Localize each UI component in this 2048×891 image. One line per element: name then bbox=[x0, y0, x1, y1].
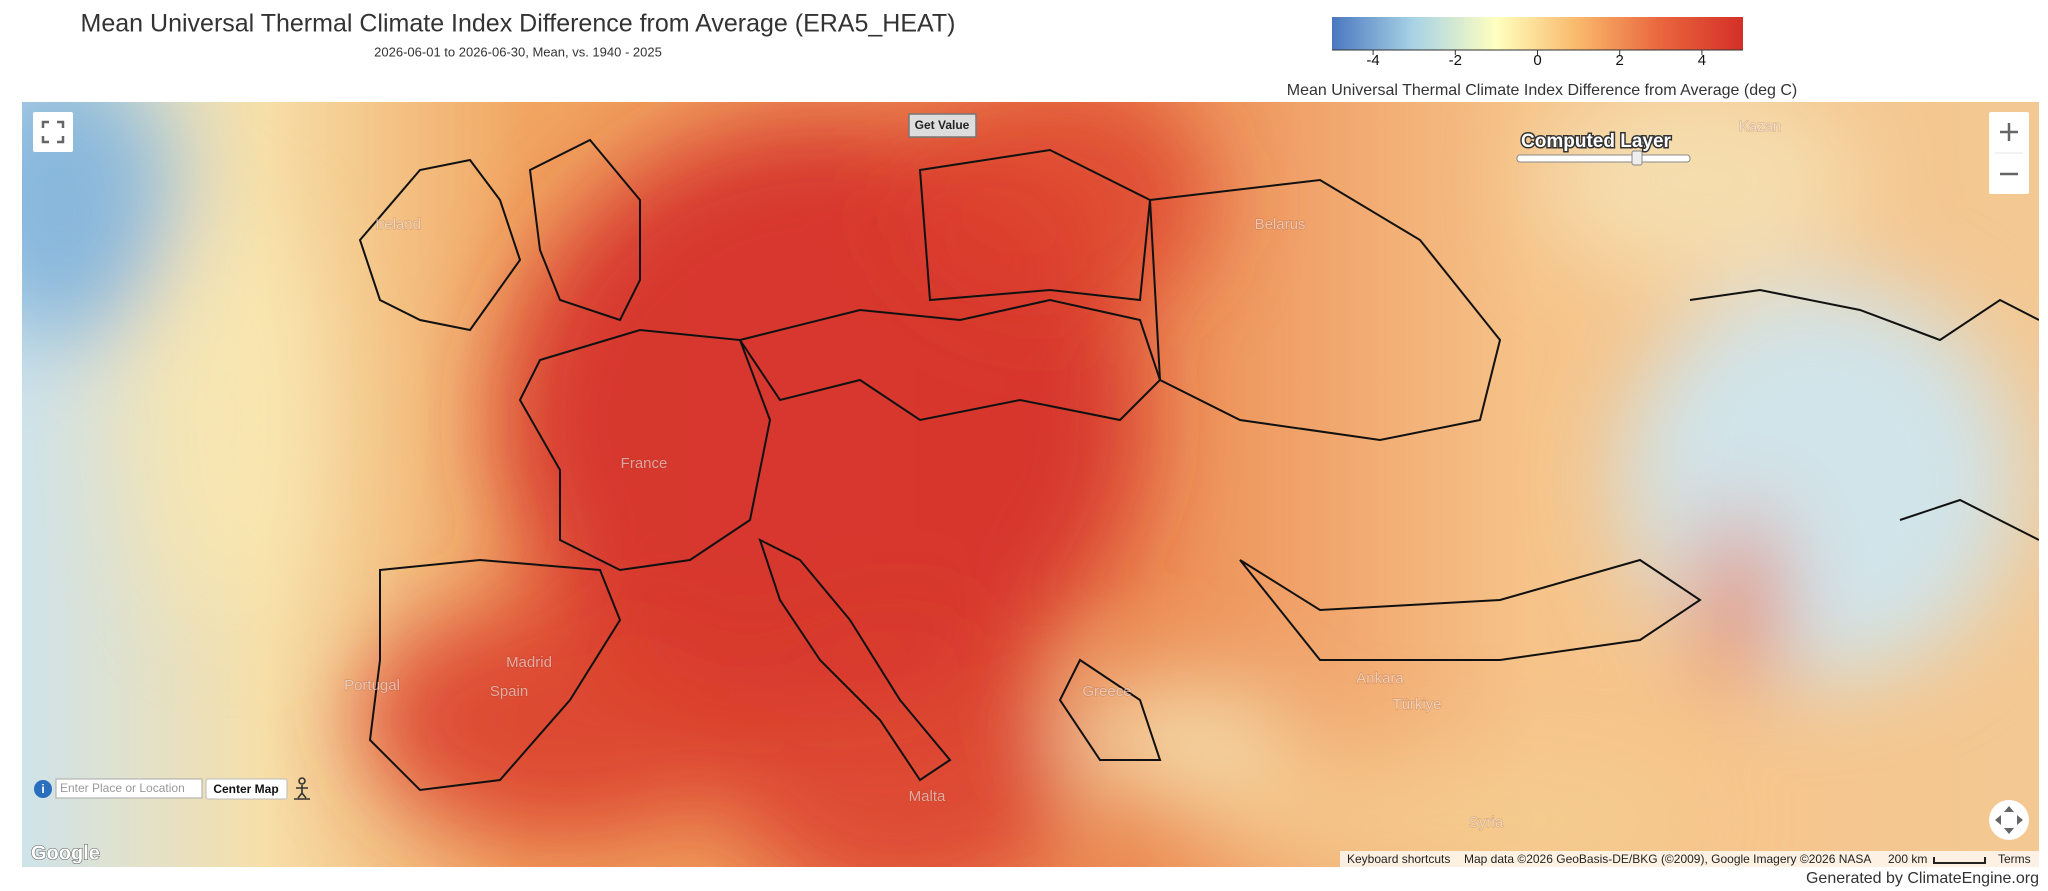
map-subtitle: 2026-06-01 to 2026-06-30, Mean, vs. 1940… bbox=[374, 44, 662, 59]
place-label: Ireland bbox=[375, 216, 421, 233]
fullscreen-button[interactable] bbox=[33, 112, 73, 152]
pegman[interactable] bbox=[294, 777, 310, 800]
place-label: Madrid bbox=[506, 654, 552, 671]
place-label: Türkiye bbox=[1392, 696, 1441, 713]
colorbar-label: Mean Universal Thermal Climate Index Dif… bbox=[1287, 82, 1797, 99]
get-value-button[interactable]: Get Value bbox=[908, 113, 977, 138]
footer-credit: Generated by ClimateEngine.org bbox=[1806, 870, 2039, 887]
place-label: Greece bbox=[1082, 683, 1131, 700]
place-label: Spain bbox=[490, 683, 528, 700]
scale-label[interactable]: 200 km bbox=[1888, 852, 1927, 866]
place-label: Kazan bbox=[1739, 118, 1782, 135]
place-labels: Ireland France Madrid Spain Portugal Greece An… bbox=[344, 117, 1782, 831]
colorbar-tick-label: -4 bbox=[1366, 52, 1379, 69]
camera-control[interactable] bbox=[1989, 800, 2029, 840]
colorbar-tick-label: 2 bbox=[1616, 52, 1624, 69]
terms-link[interactable]: Terms bbox=[1998, 852, 2031, 866]
search-input[interactable] bbox=[55, 778, 203, 799]
opacity-slider[interactable] bbox=[1516, 150, 1691, 166]
place-label: Ankara bbox=[1356, 670, 1404, 687]
colorbar-tick-label: -2 bbox=[1449, 52, 1462, 69]
map-title: Mean Universal Thermal Climate Index Dif… bbox=[81, 10, 956, 38]
info-icon[interactable] bbox=[34, 780, 52, 798]
search-bar: i Enter Place or Location Center Map bbox=[34, 777, 310, 800]
colorbar-tick-label: 4 bbox=[1698, 52, 1706, 69]
get-value-label[interactable]: Get Value bbox=[915, 118, 970, 132]
place-label: Belarus bbox=[1255, 216, 1306, 233]
keyboard-shortcuts[interactable]: Keyboard shortcuts bbox=[1347, 852, 1450, 866]
map[interactable]: Ireland France Madrid Spain Portugal Greece An… bbox=[0, 60, 2039, 891]
map-data-attribution: Map data ©2026 GeoBasis-DE/BKG (©2009), … bbox=[1464, 852, 1871, 866]
zoom-controls[interactable] bbox=[1989, 112, 2029, 194]
svg-text:i: i bbox=[41, 782, 44, 796]
scale-bar bbox=[1933, 857, 1986, 864]
center-map-label[interactable]: Center Map bbox=[213, 782, 278, 796]
place-label: Syria bbox=[1469, 814, 1504, 831]
colorbar-tick-label: 0 bbox=[1533, 52, 1541, 69]
colorbar-ramp bbox=[1332, 17, 1743, 50]
attribution-bar bbox=[1340, 851, 2039, 867]
center-map-button[interactable] bbox=[205, 778, 288, 800]
search-placeholder: Enter Place or Location bbox=[60, 781, 185, 795]
heat-overlay bbox=[22, 102, 2020, 867]
google-logo[interactable]: Google bbox=[31, 842, 101, 865]
colorbar: -4 -2 0 2 4 bbox=[1332, 17, 1743, 69]
layer-label: Computed Layer bbox=[1521, 131, 1672, 152]
place-label: Malta bbox=[909, 788, 946, 805]
place-label: Portugal bbox=[344, 677, 400, 694]
place-label: France bbox=[621, 455, 668, 472]
borders bbox=[358, 138, 2039, 792]
